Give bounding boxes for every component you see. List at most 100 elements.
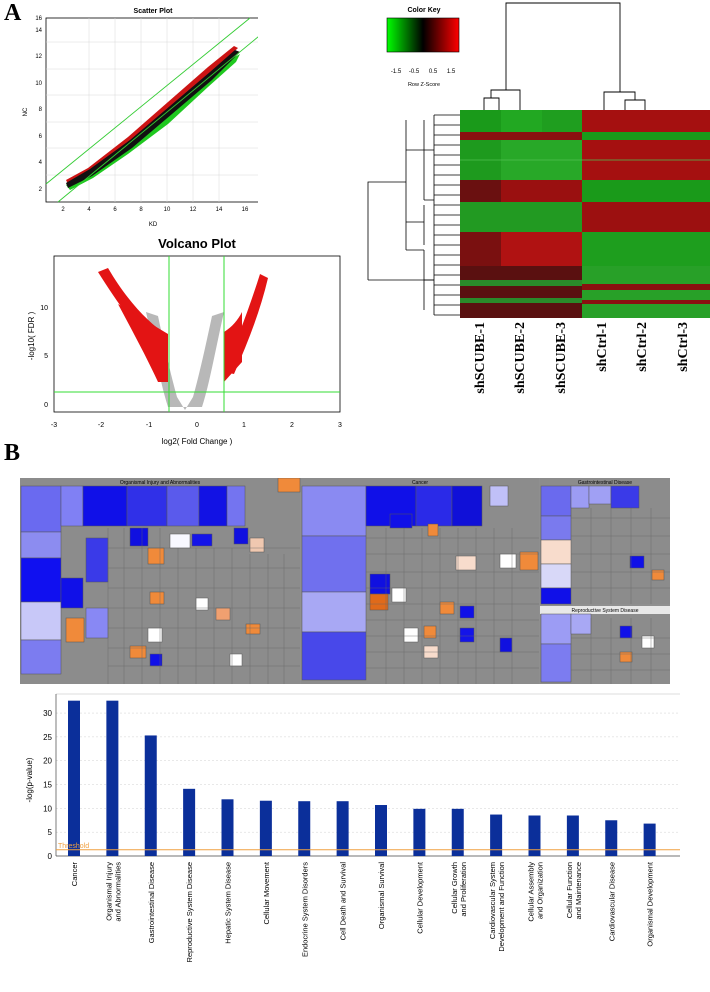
color-key-ticks: -1.5 -0.5 0.5 1.5: [391, 69, 456, 75]
x-tick-label: Cardiovascular SystemDevelopment and Fun…: [488, 862, 506, 952]
treemap-group-label: Organismal Injury and Abnormalities: [120, 480, 201, 486]
svg-text:4: 4: [87, 207, 91, 213]
color-key-gradient: [386, 17, 460, 53]
y-tick-label: 20: [43, 757, 52, 766]
treemap-group-reproductive: Reproductive System Disease: [540, 606, 670, 684]
x-tick-label: Cellular Assemblyand Organization: [527, 862, 545, 922]
panel-label-a: A: [4, 0, 22, 26]
volcano-title: Volcano Plot: [158, 236, 236, 251]
y-tick-label: 0: [48, 852, 53, 861]
heatmap-column-dendrogram: [483, 2, 646, 110]
scatter-title: Scatter Plot: [134, 8, 174, 15]
volcano-points-gray: [146, 312, 224, 410]
bar-chart-threshold-label: Threshold: [58, 843, 89, 850]
color-key: Color Key -1.5 -0.5 0.5 1.5 Row Z-Score: [386, 7, 460, 88]
treemap-group-label: Reproductive System Disease: [572, 608, 639, 614]
color-key-subtitle: Row Z-Score: [408, 82, 440, 88]
heatmap-row-dendrogram: [367, 114, 460, 316]
scatter-points-red: [66, 46, 238, 184]
bar: [336, 801, 349, 856]
bar: [375, 805, 387, 856]
y-tick-label: 25: [43, 733, 52, 742]
y-tick-label: 10: [43, 804, 52, 813]
treemap-group-label: Gastrointestinal Disease: [578, 480, 632, 486]
bar: [413, 808, 426, 856]
panel-label-b: B: [4, 440, 21, 466]
sample-label: shCtrl-2: [635, 322, 650, 372]
x-tick-label: Gastrointestinal Disease: [147, 862, 156, 943]
bar: [259, 800, 272, 856]
treemap: Organismal Injury and Abnormalities Canc…: [20, 478, 670, 684]
x-tick-label: Organismal Development: [646, 861, 655, 947]
bar-chart-x-labels: Cancer Organismal Injuryand Abnormalities…: [70, 861, 655, 962]
bar-chart-y-ticks: 0 5 10 15 20 25 30: [43, 709, 52, 861]
sample-label: shSCUBE-2: [513, 322, 528, 394]
heatmap-cells: [460, 110, 710, 318]
volcano-plot: Volcano Plot -3 -2 -1 0 1 2 3 0 5 10 -lo…: [28, 236, 342, 446]
svg-text:10: 10: [40, 305, 48, 312]
svg-text:-1.5: -1.5: [391, 69, 402, 75]
svg-text:0.5: 0.5: [429, 69, 438, 75]
x-tick-label: Cellular Functionand Maintenance: [565, 862, 583, 920]
scatter-threshold-lines: [45, 17, 258, 203]
scatter-points-black: [66, 50, 240, 188]
bar: [605, 820, 618, 856]
x-tick-label: Reproductive System Disease: [185, 862, 194, 962]
x-tick-label: Cellular Growthand Proliferation: [450, 862, 468, 917]
sample-label: shCtrl-3: [676, 322, 691, 372]
treemap-group-gastrointestinal: Gastrointestinal Disease: [540, 478, 670, 605]
sample-label: shSCUBE-3: [554, 322, 569, 394]
svg-text:12: 12: [35, 54, 42, 60]
bar: [298, 801, 311, 856]
color-key-title: Color Key: [407, 7, 440, 14]
bar: [451, 808, 464, 856]
treemap-group-label: Cancer: [412, 480, 428, 486]
x-tick-label: Cancer: [70, 862, 79, 887]
bar: [490, 814, 503, 856]
x-tick-label: Endocrine System Disorders: [300, 862, 309, 957]
x-tick-label: Cellular Movement: [262, 861, 271, 924]
y-tick-label: 15: [43, 781, 52, 790]
bar: [144, 735, 157, 856]
svg-text:-3: -3: [51, 422, 57, 429]
svg-text:6: 6: [39, 134, 43, 140]
sample-label: shCtrl-1: [595, 322, 610, 372]
x-tick-label: Cardiovascular Disease: [607, 862, 616, 941]
scatter-frame: [45, 17, 258, 203]
bar-chart-bars: [68, 700, 656, 856]
scatter-ylabel: NC: [23, 107, 29, 116]
svg-text:16: 16: [242, 207, 249, 213]
bar-chart-ylabel: -log(p-value): [25, 757, 34, 802]
scatter-y-ticks: 2 4 6 8 10 12 14 16: [35, 16, 42, 193]
volcano-x-ticks: -3 -2 -1 0 1 2 3: [51, 422, 342, 429]
bar: [528, 815, 541, 856]
y-tick-label: 30: [43, 709, 52, 718]
bar: [221, 799, 234, 856]
volcano-threshold-lines: [54, 256, 340, 412]
heatmap-sample-labels: shSCUBE-1 shSCUBE-2 shSCUBE-3 shCtrl-1 s…: [473, 322, 691, 394]
bar: [183, 788, 196, 856]
svg-text:14: 14: [35, 28, 42, 34]
scatter-xlabel: KD: [149, 222, 158, 228]
scatter-plot: Scatter Plot 2 4 6 8 10 12 14 16 2 4 6 8…: [23, 8, 258, 228]
x-tick-label: Cell Death and Survival: [339, 862, 348, 941]
y-tick-label: 5: [48, 828, 53, 837]
svg-text:12: 12: [190, 207, 197, 213]
svg-text:-0.5: -0.5: [409, 69, 420, 75]
x-tick-label: Organismal Injuryand Abnormalities: [104, 862, 122, 922]
svg-text:4: 4: [39, 160, 43, 166]
x-tick-label: Cellular Development: [415, 861, 424, 934]
heatmap: shSCUBE-1 shSCUBE-2 shSCUBE-3 shCtrl-1 s…: [367, 2, 710, 394]
svg-text:5: 5: [44, 353, 48, 360]
svg-text:-1: -1: [146, 422, 152, 429]
svg-text:0: 0: [195, 422, 199, 429]
volcano-points-red-right: [224, 274, 268, 382]
svg-text:1.5: 1.5: [447, 69, 456, 75]
bar: [643, 823, 656, 856]
svg-text:10: 10: [164, 207, 171, 213]
bar-chart: 0 5 10 15 20 25 30 Threshold -log(p-value) Can…: [25, 693, 680, 962]
svg-text:8: 8: [139, 207, 143, 213]
sample-label: shSCUBE-1: [473, 322, 488, 394]
scatter-x-ticks: 2 4 6 8 10 12 14 16: [61, 207, 249, 213]
svg-text:8: 8: [39, 107, 43, 113]
